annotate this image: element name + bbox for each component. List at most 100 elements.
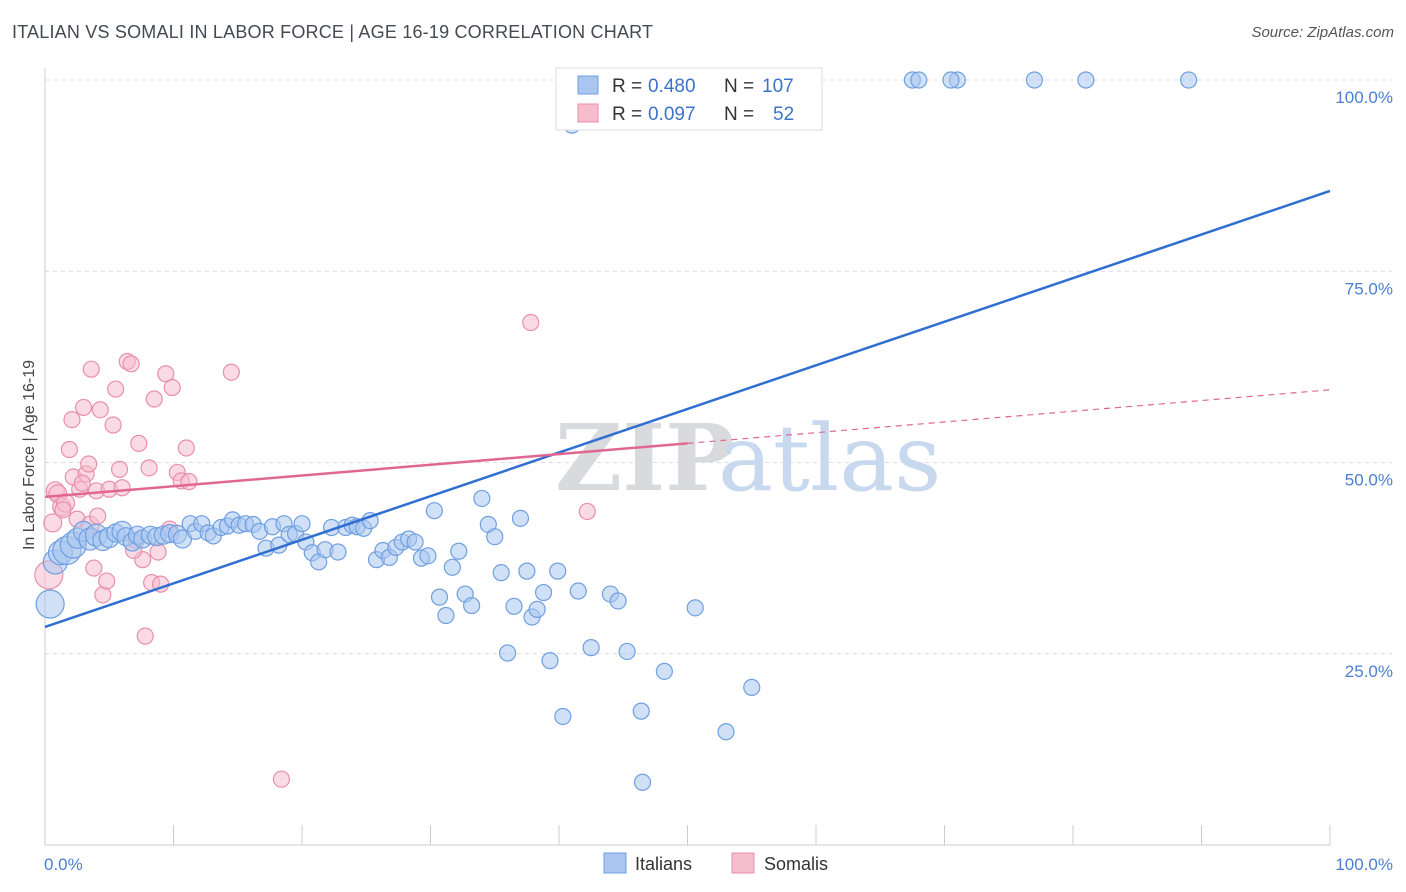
italians-point xyxy=(430,588,449,606)
somalis-point xyxy=(63,411,81,429)
italians-point xyxy=(406,533,424,551)
italians-point xyxy=(942,71,960,89)
legend-n-value-2: 52 xyxy=(773,104,794,125)
italians-point xyxy=(419,547,437,565)
somalis-point xyxy=(89,507,107,525)
legend-italians: Italians xyxy=(635,854,692,874)
somalis-point xyxy=(140,459,158,477)
somalis-swatch-top xyxy=(577,103,599,123)
somalis-point xyxy=(177,439,195,457)
italians-point xyxy=(1025,71,1044,89)
legend-r-value-2: 0.097 xyxy=(648,104,696,125)
italians-point xyxy=(632,702,650,720)
somalis-point xyxy=(80,455,98,473)
italians-point xyxy=(717,723,735,741)
italians-point xyxy=(655,662,673,680)
italians-point xyxy=(541,652,559,670)
somalis-point xyxy=(54,501,72,519)
somalis-point xyxy=(578,502,596,521)
somalis-point xyxy=(145,390,163,408)
italians-point xyxy=(633,773,652,791)
italians-point xyxy=(437,606,455,625)
watermark-zip: ZIP xyxy=(555,404,734,512)
legend-r-label-1: R = xyxy=(612,76,642,97)
somalis-point xyxy=(98,572,116,590)
somalis-point xyxy=(149,543,167,561)
somalis-point xyxy=(74,398,93,417)
somalis-point xyxy=(222,363,240,381)
italians-point xyxy=(450,542,468,560)
source-label: Source: ZipAtlas.com xyxy=(1251,24,1394,41)
italians-point xyxy=(618,642,636,661)
legend-n-label-1: N = xyxy=(724,76,754,97)
watermark-atlas: atlas xyxy=(718,405,941,512)
italians-swatch-top xyxy=(577,75,599,95)
somalis-point xyxy=(73,474,91,492)
somalis-point xyxy=(122,355,140,373)
italians-point xyxy=(518,562,536,580)
italians-point xyxy=(505,597,523,615)
axes xyxy=(44,68,1331,846)
italians-swatch xyxy=(603,852,627,874)
tick-labels: 25.0% 50.0% 75.0% 100.0% 0.0% 100.0% xyxy=(44,88,1393,874)
grid-lines xyxy=(45,79,1392,655)
italians-point xyxy=(293,515,311,533)
italians-point xyxy=(1077,71,1095,89)
italians-point xyxy=(425,502,443,520)
somalis-point xyxy=(110,460,129,478)
somalis-point xyxy=(82,360,100,378)
italians-point xyxy=(549,562,567,580)
somalis-point xyxy=(130,434,148,452)
italians-point xyxy=(582,639,600,657)
somalis-point xyxy=(522,313,540,332)
italians-point xyxy=(486,528,504,546)
stats-legend-box xyxy=(555,67,823,131)
legend-r-label-2: R = xyxy=(612,104,642,125)
italians-point xyxy=(528,600,546,618)
somalis-point xyxy=(107,380,125,398)
italians-point xyxy=(35,589,65,619)
italians-point xyxy=(534,583,553,602)
y-tick-label: 75.0% xyxy=(1345,279,1393,298)
y-axis-label: In Labor Force | Age 16-19 xyxy=(21,360,38,550)
italians-point xyxy=(443,558,461,576)
italians-point xyxy=(463,596,481,615)
italians-point xyxy=(743,678,761,697)
italians-trend-line xyxy=(44,189,1331,629)
somalis-point xyxy=(85,559,103,577)
y-tick-label: 100.0% xyxy=(1335,88,1393,107)
italians-point xyxy=(473,489,491,508)
somalis-trend-extension xyxy=(687,389,1331,444)
italians-point xyxy=(329,543,347,561)
legend-n-value-1: 107 xyxy=(762,76,794,97)
italians-point xyxy=(686,599,704,617)
somalis-point xyxy=(272,770,291,788)
somalis-swatch xyxy=(731,852,755,874)
legend-somalis: Somalis xyxy=(764,854,828,874)
italians-point xyxy=(569,582,587,600)
italians-point xyxy=(511,509,530,527)
somalis-point xyxy=(91,401,109,419)
y-tick-label: 25.0% xyxy=(1345,662,1393,681)
somalis-point xyxy=(113,479,131,497)
legend-r-value-1: 0.480 xyxy=(648,76,696,97)
italians-points xyxy=(35,71,1198,791)
series-legend: Italians Somalis xyxy=(603,852,828,874)
somalis-point xyxy=(163,378,181,397)
somalis-point xyxy=(43,513,63,533)
italians-point xyxy=(609,592,627,610)
somalis-point xyxy=(60,440,79,459)
italians-point xyxy=(1180,71,1198,89)
italians-point xyxy=(554,707,572,726)
x-tick-label: 0.0% xyxy=(44,855,83,874)
x-tick-label: 100.0% xyxy=(1335,855,1393,874)
stats-legend: R = 0.480 N = 107 R = 0.097 N = 52 xyxy=(555,67,823,131)
legend-n-label-2: N = xyxy=(724,104,754,125)
italians-point xyxy=(492,564,510,582)
y-tick-label: 50.0% xyxy=(1345,471,1393,490)
chart-title: ITALIAN VS SOMALI IN LABOR FORCE | AGE 1… xyxy=(12,22,654,42)
italians-point xyxy=(910,71,928,89)
somalis-point xyxy=(136,627,154,645)
somalis-point xyxy=(104,416,122,434)
